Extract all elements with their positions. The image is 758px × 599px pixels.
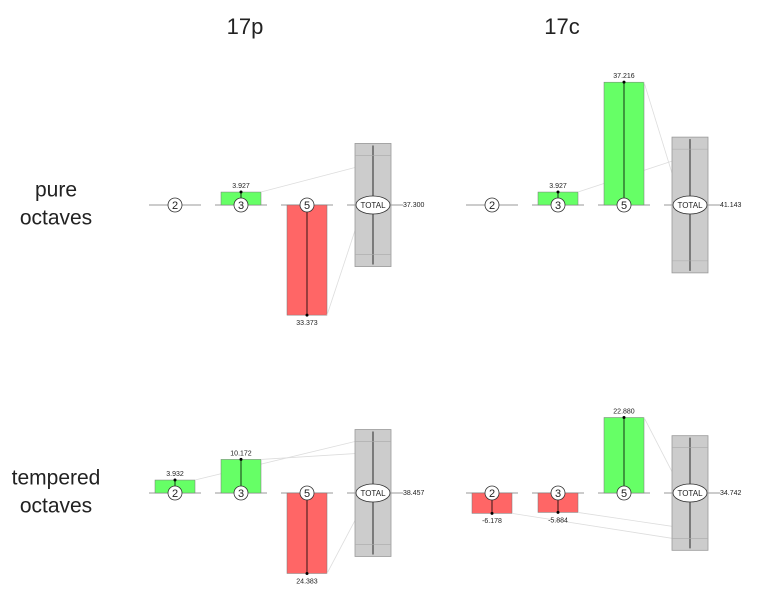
node	[616, 485, 632, 501]
value-label: 33.373	[296, 320, 318, 327]
link	[511, 512, 673, 539]
arrow-head	[556, 510, 560, 514]
link	[643, 82, 673, 174]
total-label: 37.300	[403, 202, 425, 209]
node-label: 5	[304, 488, 310, 500]
link	[326, 230, 356, 316]
node-label: 3	[555, 200, 561, 212]
node	[355, 195, 391, 215]
row-label: tempered	[12, 467, 101, 490]
node	[616, 197, 632, 213]
column-title: 17p	[227, 14, 264, 39]
node-label: TOTAL	[677, 489, 703, 498]
value-label: 10.172	[230, 450, 252, 457]
arrow-head	[556, 190, 560, 194]
node-label: 2	[172, 200, 178, 212]
node-label: TOTAL	[360, 201, 386, 210]
node-label: 5	[621, 488, 627, 500]
value-label: 3.927	[549, 183, 567, 190]
arrow-head	[173, 478, 177, 482]
total-label: 34.742	[720, 490, 742, 497]
row-label: pure	[35, 179, 77, 202]
node	[672, 483, 708, 503]
node-label: TOTAL	[677, 201, 703, 210]
node	[233, 197, 249, 213]
link	[577, 512, 673, 527]
node	[550, 485, 566, 501]
node	[484, 485, 500, 501]
link	[643, 417, 673, 472]
link	[194, 441, 356, 481]
node	[233, 485, 249, 501]
value-label: -5.884	[548, 517, 568, 524]
total-label: 38.457	[403, 490, 425, 497]
column-title: 17c	[544, 14, 579, 39]
node	[550, 197, 566, 213]
node	[355, 483, 391, 503]
node-label: 2	[172, 488, 178, 500]
node-label: 3	[238, 200, 244, 212]
node-label: 5	[304, 200, 310, 212]
node	[167, 197, 183, 213]
node-label: TOTAL	[360, 489, 386, 498]
arrow-head	[239, 457, 243, 461]
node	[299, 197, 315, 213]
arrow-head	[490, 511, 494, 515]
value-label: 3.927	[232, 183, 250, 190]
node-label: 2	[489, 200, 495, 212]
node	[484, 197, 500, 213]
node-label: 3	[555, 488, 561, 500]
arrow-head	[305, 571, 309, 575]
node	[672, 195, 708, 215]
value-label: 3.932	[166, 471, 184, 478]
arrow-head	[622, 80, 626, 84]
link	[260, 167, 356, 193]
total-label: 41.143	[720, 202, 742, 209]
arrow-head	[622, 415, 626, 419]
value-label: 24.383	[296, 578, 318, 585]
node	[299, 485, 315, 501]
row-label: octaves	[20, 495, 92, 518]
link	[326, 520, 356, 574]
link	[260, 453, 356, 460]
value-label: -6.178	[482, 518, 502, 525]
arrow-head	[239, 190, 243, 194]
value-label: 22.880	[613, 408, 635, 415]
node-label: 5	[621, 200, 627, 212]
node-label: 2	[489, 488, 495, 500]
node-label: 3	[238, 488, 244, 500]
row-label: octaves	[20, 207, 92, 230]
node	[167, 485, 183, 501]
arrow-head	[305, 313, 309, 317]
value-label: 37.216	[613, 73, 635, 80]
